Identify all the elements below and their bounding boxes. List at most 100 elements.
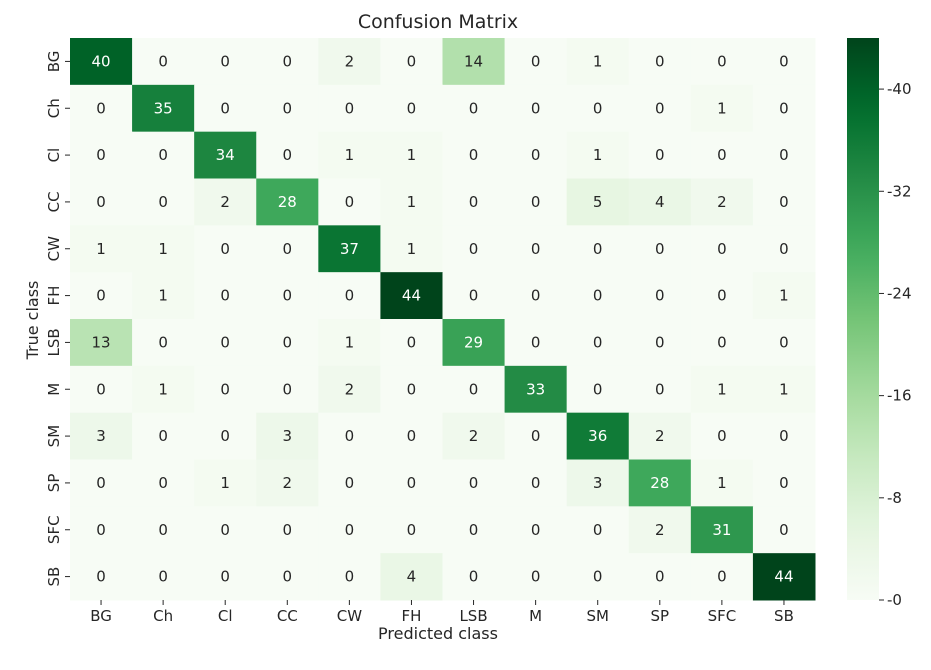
heatmap-cell-value: 0: [283, 568, 293, 586]
heatmap-cell-value: 3: [593, 474, 603, 492]
heatmap-cell: [690, 459, 754, 507]
heatmap-cell: [442, 225, 506, 273]
heatmap-cell-value: 2: [717, 193, 727, 211]
heatmap-cell-value: 2: [655, 427, 665, 445]
heatmap-cell: [194, 459, 257, 507]
heatmap-cell: [504, 365, 568, 414]
y-tick-label: Ch: [45, 98, 63, 118]
heatmap-cell: [256, 506, 319, 554]
heatmap-cell-value: 0: [531, 52, 541, 70]
heatmap-cell-value: 0: [593, 333, 603, 351]
heatmap-cell-value: 2: [345, 52, 355, 70]
heatmap-cell-value: 0: [779, 333, 789, 351]
heatmap-cell-value: 0: [593, 287, 603, 305]
heatmap-cell: [256, 553, 319, 601]
heatmap-cell-value: 0: [96, 193, 106, 211]
heatmap-cell: [70, 412, 133, 460]
heatmap-cell: [628, 319, 692, 367]
heatmap-cell: [70, 365, 133, 414]
y-tick-label: SP: [45, 474, 63, 493]
heatmap-cell-value: 28: [650, 474, 669, 492]
heatmap-cell: [256, 319, 319, 367]
heatmap-cell-value: 0: [779, 521, 789, 539]
heatmap-cell: [318, 319, 381, 367]
heatmap-cell: [566, 178, 630, 226]
heatmap-cell-value: 0: [345, 474, 355, 492]
x-tick-label: SB: [774, 607, 794, 625]
heatmap-cell-value: 13: [91, 333, 110, 351]
heatmap-cell: [752, 84, 816, 133]
heatmap-cell-value: 0: [283, 287, 293, 305]
heatmap-cell-value: 0: [407, 521, 417, 539]
heatmap-cell: [132, 412, 195, 460]
heatmap-cell: [566, 272, 630, 320]
heatmap-cell-value: 0: [407, 52, 417, 70]
y-tick-label: CW: [45, 236, 63, 261]
heatmap-cell-value: 0: [593, 521, 603, 539]
x-tick-label: SM: [586, 607, 608, 625]
heatmap-cell: [194, 131, 257, 179]
heatmap-cell-value: 0: [531, 427, 541, 445]
colorbar: [847, 38, 879, 600]
heatmap-cell-value: 0: [158, 521, 168, 539]
y-tick-label: SM: [45, 425, 63, 447]
y-axis-ticks: BG Ch Cl CC CW FH LSB M SM SP SFC SB: [45, 51, 70, 586]
heatmap-cell-value: 2: [655, 521, 665, 539]
heatmap-cell-value: 0: [345, 568, 355, 586]
heatmap-cell: [318, 272, 381, 320]
heatmap-cell-value: 0: [779, 427, 789, 445]
heatmap-cell: [442, 459, 506, 507]
heatmap-cell: [504, 319, 568, 367]
x-axis-ticks: BG Ch Cl CC CW FH LSB M SM SP SFC SB: [90, 600, 794, 625]
heatmap-cell-value: 0: [283, 380, 293, 398]
heatmap-cell: [256, 412, 319, 460]
x-tick-label: SP: [651, 607, 670, 625]
heatmap-cell-value: 0: [220, 427, 230, 445]
heatmap-cell: [628, 131, 692, 179]
heatmap-cell: [132, 225, 195, 273]
heatmap-cell: [70, 225, 133, 273]
heatmap-cell: [690, 225, 754, 273]
heatmap-cell-value: 0: [283, 521, 293, 539]
heatmap-cell: [690, 272, 754, 320]
heatmap-cell: [318, 225, 381, 273]
heatmap-cell: [752, 178, 816, 226]
heatmap-cell-value: 0: [531, 474, 541, 492]
heatmap-cell: [566, 38, 630, 86]
heatmap-cell-value: 5: [593, 193, 603, 211]
heatmap-cell-value: 0: [655, 333, 665, 351]
heatmap-cell-value: 0: [345, 193, 355, 211]
heatmap-cell: [566, 506, 630, 554]
heatmap-cell-value: 1: [407, 240, 417, 258]
heatmap-cell-value: 0: [469, 99, 479, 117]
heatmap-cell: [318, 412, 381, 460]
heatmap-cell: [504, 178, 568, 226]
heatmap-cell: [256, 225, 319, 273]
x-axis-label: Predicted class: [378, 624, 498, 643]
y-tick-label: Cl: [45, 148, 63, 163]
heatmap-cell-value: 33: [526, 380, 545, 398]
heatmap-cell: [380, 553, 443, 601]
heatmap-cell: [752, 225, 816, 273]
heatmap-cell-labels: 40 0 0 0 2 0 14 0 1 0 0 00 35 0 0 0 0 0 0 0 0 1 00 0 34 0 1 1 0 0 1 0 0 0…: [91, 52, 793, 585]
heatmap-cell: [442, 178, 506, 226]
heatmap-cell: [752, 459, 816, 507]
heatmap-cell: [566, 459, 630, 507]
x-tick-label: M: [529, 607, 542, 625]
heatmap-cell-value: 0: [96, 380, 106, 398]
heatmap-cell: [566, 84, 630, 133]
heatmap-cell: [566, 412, 630, 460]
y-tick-label: SFC: [45, 515, 63, 544]
heatmap-cell-value: 0: [158, 568, 168, 586]
heatmap-cell: [442, 38, 506, 86]
colorbar-tick-label: -40: [887, 80, 912, 98]
heatmap-cell: [504, 84, 568, 133]
heatmap-cell: [380, 84, 443, 133]
heatmap-cell: [256, 131, 319, 179]
heatmap-cell-value: 3: [96, 427, 106, 445]
heatmap-cell-value: 0: [220, 99, 230, 117]
heatmap-cell: [318, 365, 381, 414]
heatmap-cell: [628, 459, 692, 507]
heatmap-cell-value: 0: [717, 240, 727, 258]
